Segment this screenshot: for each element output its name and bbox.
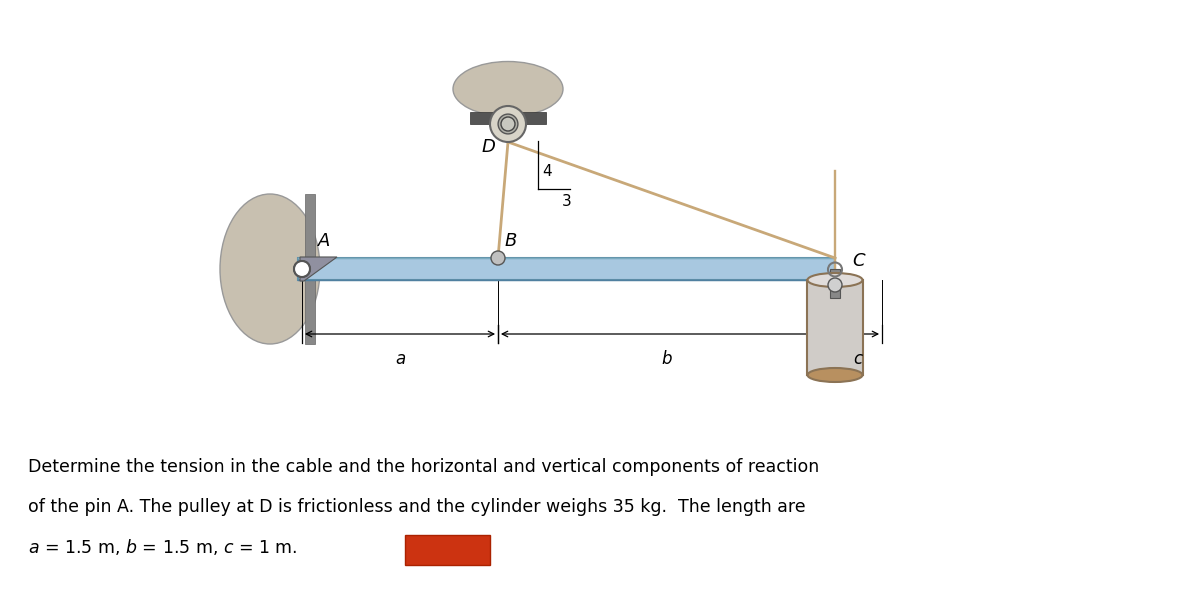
FancyBboxPatch shape bbox=[830, 269, 840, 298]
Text: D: D bbox=[481, 138, 494, 156]
Ellipse shape bbox=[220, 194, 320, 344]
Circle shape bbox=[498, 114, 518, 134]
Text: a: a bbox=[395, 350, 406, 368]
Circle shape bbox=[491, 251, 505, 265]
Circle shape bbox=[294, 261, 310, 277]
Text: b: b bbox=[661, 350, 672, 368]
FancyBboxPatch shape bbox=[298, 258, 835, 280]
Circle shape bbox=[490, 106, 526, 142]
Circle shape bbox=[828, 278, 842, 292]
FancyBboxPatch shape bbox=[406, 535, 490, 565]
FancyBboxPatch shape bbox=[470, 112, 546, 124]
Text: A: A bbox=[318, 232, 330, 250]
Text: 3: 3 bbox=[562, 194, 571, 209]
Ellipse shape bbox=[454, 61, 563, 117]
Circle shape bbox=[502, 117, 515, 131]
Text: C: C bbox=[852, 252, 865, 270]
Text: $a$ = 1.5 m, $b$ = 1.5 m, $c$ = 1 m.: $a$ = 1.5 m, $b$ = 1.5 m, $c$ = 1 m. bbox=[28, 537, 298, 557]
Polygon shape bbox=[300, 257, 337, 281]
Circle shape bbox=[294, 261, 310, 277]
Ellipse shape bbox=[808, 273, 863, 287]
FancyBboxPatch shape bbox=[305, 194, 316, 344]
Text: B: B bbox=[505, 232, 517, 250]
Text: c: c bbox=[853, 350, 863, 368]
Text: Determine the tension in the cable and the horizontal and vertical components of: Determine the tension in the cable and t… bbox=[28, 458, 820, 476]
Text: 4: 4 bbox=[542, 164, 552, 178]
FancyBboxPatch shape bbox=[808, 280, 863, 375]
Ellipse shape bbox=[808, 368, 863, 382]
Text: of the pin A. The pulley at D is frictionless and the cylinder weighs 35 kg.  Th: of the pin A. The pulley at D is frictio… bbox=[28, 498, 805, 516]
